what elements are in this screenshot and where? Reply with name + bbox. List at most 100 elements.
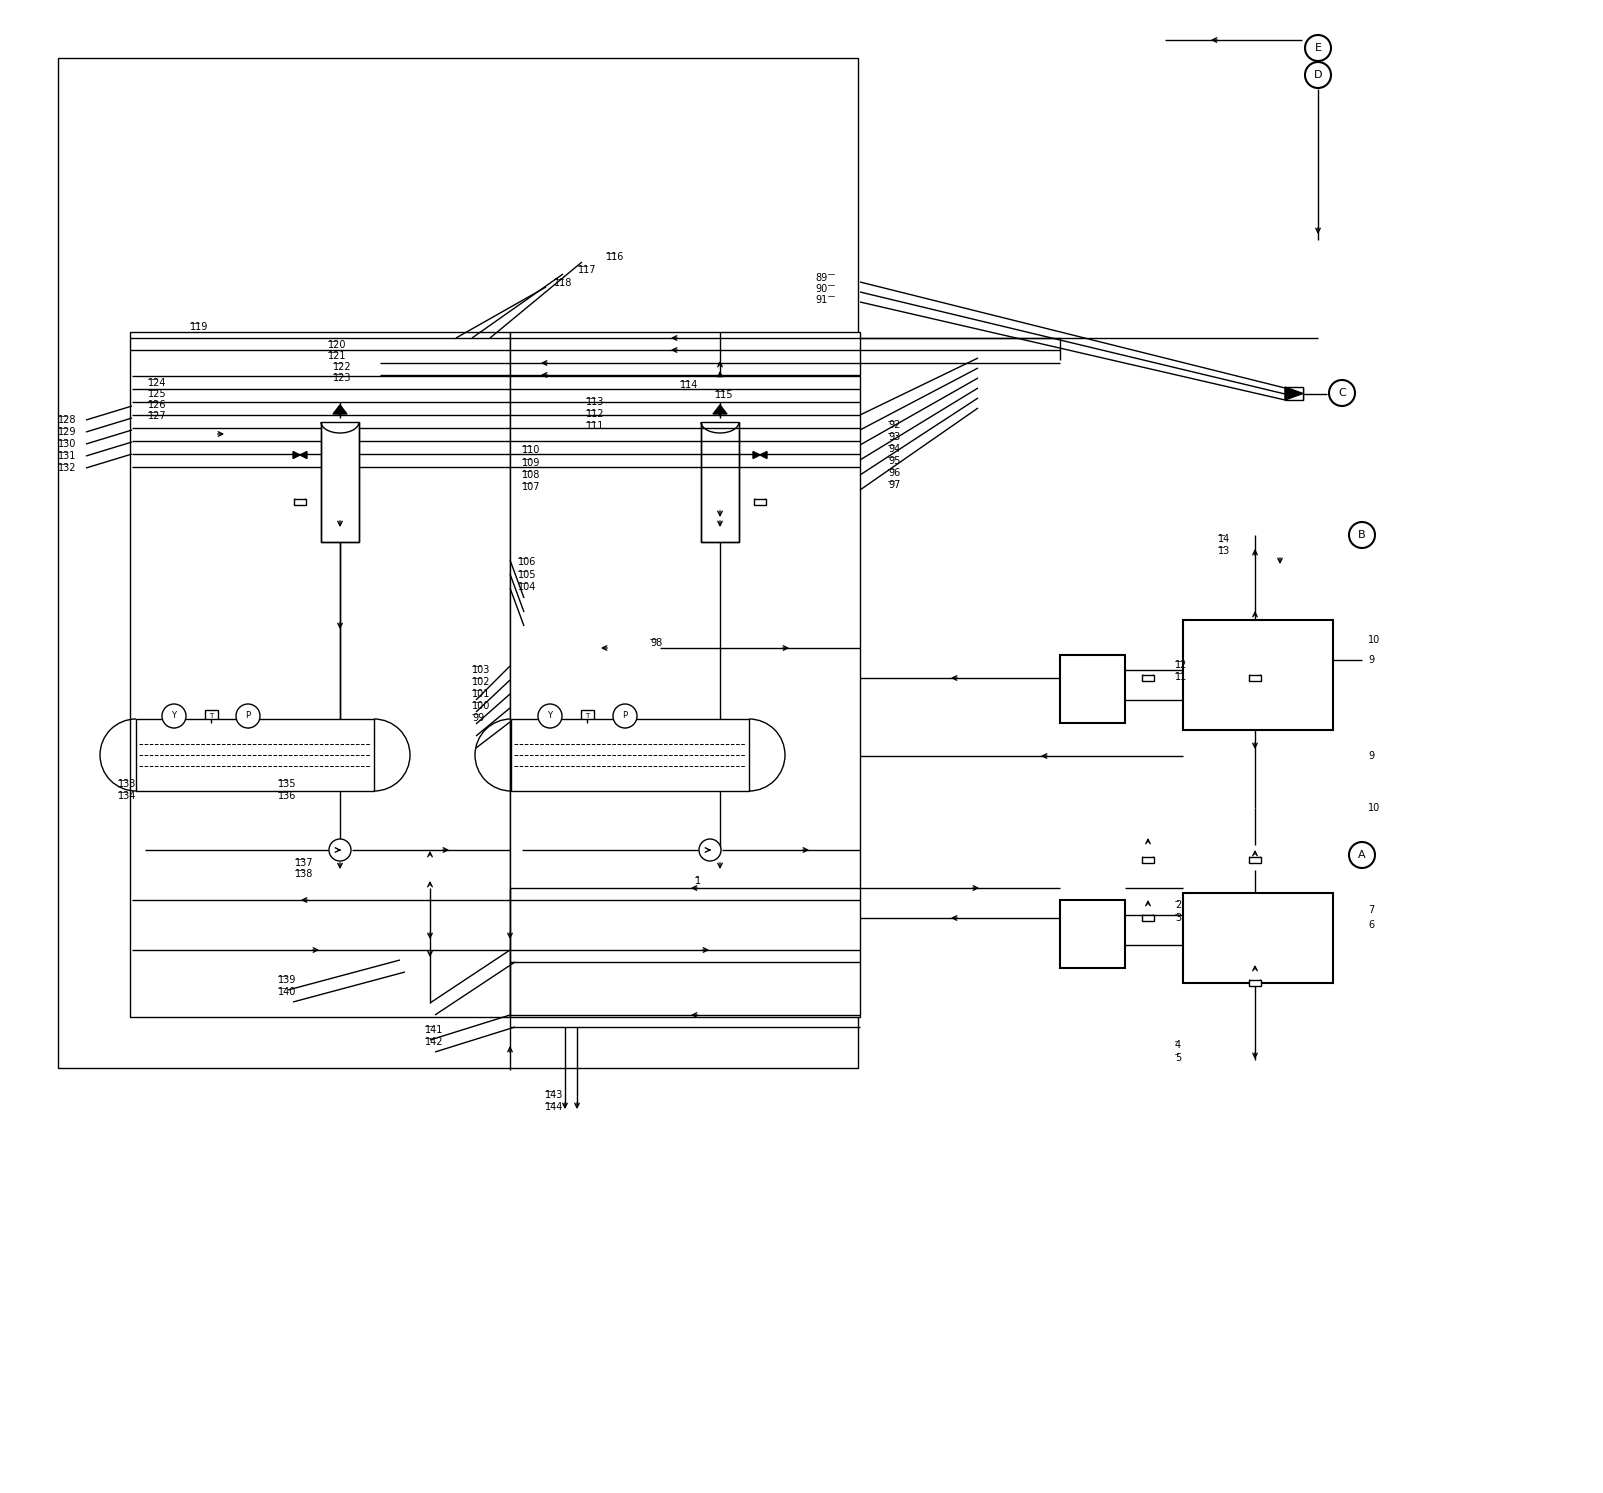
Text: 123: 123 xyxy=(333,373,351,384)
Bar xyxy=(293,499,306,505)
Text: C: C xyxy=(1339,388,1347,399)
Text: 117: 117 xyxy=(579,264,596,275)
Text: 96: 96 xyxy=(888,467,901,478)
Circle shape xyxy=(298,500,301,505)
Text: 111: 111 xyxy=(587,421,604,431)
Polygon shape xyxy=(760,451,766,458)
Text: T: T xyxy=(585,714,590,720)
Text: 141: 141 xyxy=(425,1026,444,1035)
Text: 95: 95 xyxy=(888,455,901,466)
Text: 1: 1 xyxy=(696,876,701,885)
Text: 4: 4 xyxy=(1175,1041,1181,1050)
Text: 121: 121 xyxy=(329,351,346,361)
Circle shape xyxy=(1254,676,1257,681)
Circle shape xyxy=(1329,381,1355,406)
Text: 125: 125 xyxy=(147,390,167,399)
Text: D: D xyxy=(1314,70,1322,81)
Polygon shape xyxy=(300,451,308,458)
Text: Y: Y xyxy=(548,712,553,721)
Bar xyxy=(1249,979,1262,985)
Text: T: T xyxy=(208,714,213,720)
Text: 115: 115 xyxy=(715,390,734,400)
Text: 11: 11 xyxy=(1175,672,1188,682)
Bar xyxy=(753,499,766,505)
Text: 138: 138 xyxy=(295,869,313,879)
Text: 128: 128 xyxy=(58,415,77,426)
Bar xyxy=(1141,915,1154,921)
Text: 94: 94 xyxy=(888,443,901,454)
Text: 9: 9 xyxy=(1367,655,1374,664)
Text: 144: 144 xyxy=(545,1102,563,1112)
Polygon shape xyxy=(753,451,760,458)
Text: P: P xyxy=(245,712,250,721)
Text: 119: 119 xyxy=(191,322,208,331)
Circle shape xyxy=(1305,34,1330,61)
Text: 113: 113 xyxy=(587,397,604,408)
Text: 112: 112 xyxy=(587,409,604,420)
Polygon shape xyxy=(333,405,346,414)
Text: 127: 127 xyxy=(147,411,167,421)
Text: Y: Y xyxy=(172,712,176,721)
Circle shape xyxy=(1254,981,1257,985)
Polygon shape xyxy=(1286,387,1303,400)
Circle shape xyxy=(329,839,351,861)
Circle shape xyxy=(1146,858,1149,861)
Text: 7: 7 xyxy=(1367,905,1374,915)
Text: 5: 5 xyxy=(1175,1053,1181,1063)
Bar xyxy=(1286,387,1303,400)
Text: 134: 134 xyxy=(119,791,136,802)
Text: 106: 106 xyxy=(518,557,537,567)
Polygon shape xyxy=(293,451,300,458)
Bar xyxy=(1183,620,1334,730)
Text: 126: 126 xyxy=(147,400,167,411)
Text: 2: 2 xyxy=(1175,900,1181,911)
Bar xyxy=(1060,655,1125,723)
Bar xyxy=(1249,675,1262,681)
Text: 139: 139 xyxy=(277,975,297,985)
Text: 93: 93 xyxy=(888,431,901,442)
Text: 137: 137 xyxy=(295,858,314,867)
Text: 116: 116 xyxy=(606,252,625,261)
Text: 10: 10 xyxy=(1367,635,1380,645)
Text: 99: 99 xyxy=(471,714,484,723)
Circle shape xyxy=(1254,858,1257,861)
Bar xyxy=(701,423,739,542)
Text: 101: 101 xyxy=(471,688,491,699)
Bar xyxy=(580,711,595,723)
Text: 129: 129 xyxy=(58,427,77,437)
Bar xyxy=(1249,857,1262,863)
Bar xyxy=(205,711,218,723)
Text: 12: 12 xyxy=(1175,660,1188,670)
Text: 136: 136 xyxy=(277,791,297,802)
Text: 110: 110 xyxy=(523,445,540,455)
Text: 90: 90 xyxy=(816,284,829,294)
Text: 9: 9 xyxy=(1367,751,1374,761)
Text: 91: 91 xyxy=(816,296,829,305)
Text: 135: 135 xyxy=(277,779,297,788)
Circle shape xyxy=(1350,523,1375,548)
Bar xyxy=(1141,857,1154,863)
Text: 130: 130 xyxy=(58,439,77,449)
Text: 107: 107 xyxy=(523,482,540,493)
Text: 143: 143 xyxy=(545,1090,563,1100)
Text: P: P xyxy=(622,712,627,721)
Text: 140: 140 xyxy=(277,987,297,997)
Text: 14: 14 xyxy=(1218,534,1230,543)
Bar xyxy=(1183,893,1334,982)
Circle shape xyxy=(758,500,761,505)
Text: 92: 92 xyxy=(888,420,901,430)
Text: 10: 10 xyxy=(1367,803,1380,814)
Text: 98: 98 xyxy=(649,638,662,648)
Text: 131: 131 xyxy=(58,451,77,461)
Text: 109: 109 xyxy=(523,458,540,467)
Bar xyxy=(130,331,510,1017)
Bar xyxy=(510,331,859,1017)
Circle shape xyxy=(1305,63,1330,88)
Bar xyxy=(1060,900,1125,967)
Text: A: A xyxy=(1358,850,1366,860)
Text: 3: 3 xyxy=(1175,914,1181,923)
Text: 6: 6 xyxy=(1367,920,1374,930)
Text: 105: 105 xyxy=(518,570,537,579)
Text: B: B xyxy=(1358,530,1366,540)
Circle shape xyxy=(1350,842,1375,867)
